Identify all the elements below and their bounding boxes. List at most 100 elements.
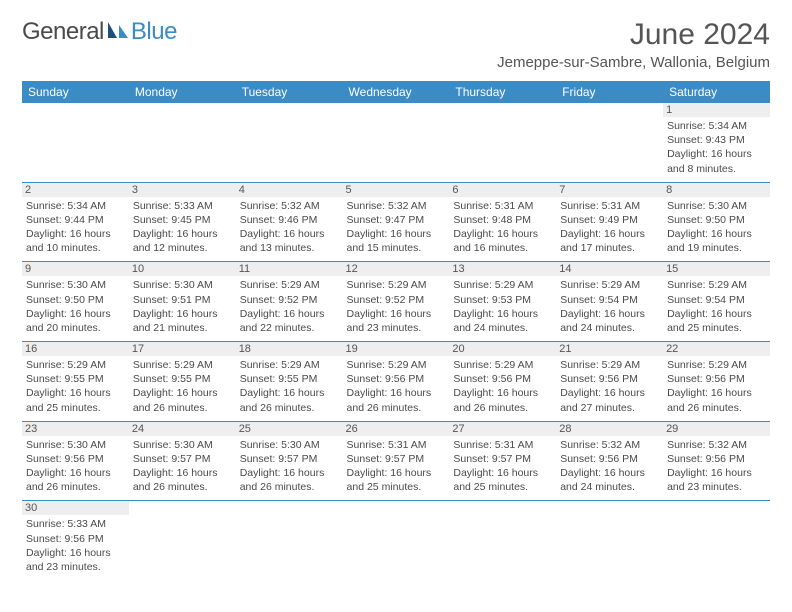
day-number: 15 bbox=[663, 262, 770, 276]
weekday-header: Tuesday bbox=[236, 81, 343, 103]
day-info: Sunrise: 5:34 AMSunset: 9:43 PMDaylight:… bbox=[667, 119, 766, 176]
calendar-cell: 18 Sunrise: 5:29 AMSunset: 9:55 PMDayligh… bbox=[236, 342, 343, 422]
calendar-cell: 24 Sunrise: 5:30 AMSunset: 9:57 PMDayligh… bbox=[129, 421, 236, 501]
day-number: 9 bbox=[22, 262, 129, 276]
day-info: Sunrise: 5:30 AMSunset: 9:57 PMDaylight:… bbox=[240, 438, 339, 495]
day-info: Sunrise: 5:29 AMSunset: 9:56 PMDaylight:… bbox=[453, 358, 552, 415]
calendar-cell: 6 Sunrise: 5:31 AMSunset: 9:48 PMDaylight… bbox=[449, 182, 556, 262]
day-number: 16 bbox=[22, 342, 129, 356]
day-info: Sunrise: 5:29 AMSunset: 9:54 PMDaylight:… bbox=[560, 278, 659, 335]
day-info: Sunrise: 5:29 AMSunset: 9:54 PMDaylight:… bbox=[667, 278, 766, 335]
day-info: Sunrise: 5:29 AMSunset: 9:55 PMDaylight:… bbox=[26, 358, 125, 415]
day-number: 18 bbox=[236, 342, 343, 356]
calendar-week-row: 9 Sunrise: 5:30 AMSunset: 9:50 PMDaylight… bbox=[22, 262, 770, 342]
day-info: Sunrise: 5:33 AMSunset: 9:45 PMDaylight:… bbox=[133, 199, 232, 256]
day-number: 27 bbox=[449, 422, 556, 436]
day-info: Sunrise: 5:32 AMSunset: 9:56 PMDaylight:… bbox=[560, 438, 659, 495]
calendar-cell: 7 Sunrise: 5:31 AMSunset: 9:49 PMDaylight… bbox=[556, 182, 663, 262]
weekday-header: Saturday bbox=[663, 81, 770, 103]
calendar-week-row: 1 Sunrise: 5:34 AMSunset: 9:43 PMDaylight… bbox=[22, 103, 770, 182]
calendar-table: SundayMondayTuesdayWednesdayThursdayFrid… bbox=[22, 81, 770, 580]
day-number: 17 bbox=[129, 342, 236, 356]
day-info: Sunrise: 5:30 AMSunset: 9:51 PMDaylight:… bbox=[133, 278, 232, 335]
day-number: 28 bbox=[556, 422, 663, 436]
calendar-cell: 25Sunrise: 5:30 AMSunset: 9:57 PMDayligh… bbox=[236, 421, 343, 501]
calendar-cell: 12 Sunrise: 5:29 AMSunset: 9:52 PMDayligh… bbox=[343, 262, 450, 342]
calendar-cell: 30 Sunrise: 5:33 AMSunset: 9:56 PMDayligh… bbox=[22, 501, 129, 580]
calendar-cell: 5Sunrise: 5:32 AMSunset: 9:47 PMDaylight… bbox=[343, 182, 450, 262]
day-number: 12 bbox=[343, 262, 450, 276]
day-info: Sunrise: 5:29 AMSunset: 9:52 PMDaylight:… bbox=[240, 278, 339, 335]
day-info: Sunrise: 5:29 AMSunset: 9:55 PMDaylight:… bbox=[240, 358, 339, 415]
calendar-cell: 28 Sunrise: 5:32 AMSunset: 9:56 PMDayligh… bbox=[556, 421, 663, 501]
calendar-cell-empty bbox=[556, 103, 663, 182]
calendar-cell: 22Sunrise: 5:29 AMSunset: 9:56 PMDayligh… bbox=[663, 342, 770, 422]
logo-text-1: General bbox=[22, 18, 104, 46]
calendar-cell: 10 Sunrise: 5:30 AMSunset: 9:51 PMDayligh… bbox=[129, 262, 236, 342]
day-info: Sunrise: 5:29 AMSunset: 9:56 PMDaylight:… bbox=[560, 358, 659, 415]
calendar-cell: 16 Sunrise: 5:29 AMSunset: 9:55 PMDayligh… bbox=[22, 342, 129, 422]
day-number: 19 bbox=[343, 342, 450, 356]
calendar-cell: 1 Sunrise: 5:34 AMSunset: 9:43 PMDaylight… bbox=[663, 103, 770, 182]
calendar-cell: 4 Sunrise: 5:32 AMSunset: 9:46 PMDaylight… bbox=[236, 182, 343, 262]
day-info: Sunrise: 5:32 AMSunset: 9:46 PMDaylight:… bbox=[240, 199, 339, 256]
day-number: 2 bbox=[22, 183, 129, 197]
calendar-cell: 8Sunrise: 5:30 AMSunset: 9:50 PMDaylight… bbox=[663, 182, 770, 262]
calendar-cell: 23Sunrise: 5:30 AMSunset: 9:56 PMDayligh… bbox=[22, 421, 129, 501]
day-number: 23 bbox=[22, 422, 129, 436]
calendar-cell: 21Sunrise: 5:29 AMSunset: 9:56 PMDayligh… bbox=[556, 342, 663, 422]
calendar-cell-empty bbox=[22, 103, 129, 182]
title-block: June 2024 Jemeppe-sur-Sambre, Wallonia, … bbox=[497, 18, 770, 71]
day-number: 10 bbox=[129, 262, 236, 276]
day-info: Sunrise: 5:29 AMSunset: 9:52 PMDaylight:… bbox=[347, 278, 446, 335]
day-info: Sunrise: 5:29 AMSunset: 9:56 PMDaylight:… bbox=[667, 358, 766, 415]
calendar-cell-empty bbox=[556, 501, 663, 580]
day-number: 8 bbox=[663, 183, 770, 197]
day-info: Sunrise: 5:32 AMSunset: 9:47 PMDaylight:… bbox=[347, 199, 446, 256]
weekday-header: Monday bbox=[129, 81, 236, 103]
day-number: 20 bbox=[449, 342, 556, 356]
day-number: 24 bbox=[129, 422, 236, 436]
calendar-cell: 27Sunrise: 5:31 AMSunset: 9:57 PMDayligh… bbox=[449, 421, 556, 501]
day-number: 6 bbox=[449, 183, 556, 197]
calendar-cell: 11Sunrise: 5:29 AMSunset: 9:52 PMDayligh… bbox=[236, 262, 343, 342]
day-info: Sunrise: 5:33 AMSunset: 9:56 PMDaylight:… bbox=[26, 517, 125, 574]
day-info: Sunrise: 5:31 AMSunset: 9:49 PMDaylight:… bbox=[560, 199, 659, 256]
day-info: Sunrise: 5:31 AMSunset: 9:48 PMDaylight:… bbox=[453, 199, 552, 256]
calendar-cell: 13 Sunrise: 5:29 AMSunset: 9:53 PMDayligh… bbox=[449, 262, 556, 342]
day-info: Sunrise: 5:30 AMSunset: 9:50 PMDaylight:… bbox=[26, 278, 125, 335]
day-info: Sunrise: 5:32 AMSunset: 9:56 PMDaylight:… bbox=[667, 438, 766, 495]
day-number: 4 bbox=[236, 183, 343, 197]
calendar-cell: 15 Sunrise: 5:29 AMSunset: 9:54 PMDayligh… bbox=[663, 262, 770, 342]
logo-text-2: Blue bbox=[131, 18, 177, 46]
calendar-cell: 17Sunrise: 5:29 AMSunset: 9:55 PMDayligh… bbox=[129, 342, 236, 422]
weekday-header: Wednesday bbox=[343, 81, 450, 103]
calendar-cell-empty bbox=[343, 501, 450, 580]
day-number: 13 bbox=[449, 262, 556, 276]
calendar-week-row: 23Sunrise: 5:30 AMSunset: 9:56 PMDayligh… bbox=[22, 421, 770, 501]
calendar-cell-empty bbox=[449, 103, 556, 182]
calendar-week-row: 2 Sunrise: 5:34 AMSunset: 9:44 PMDaylight… bbox=[22, 182, 770, 262]
day-number: 7 bbox=[556, 183, 663, 197]
weekday-header: Sunday bbox=[22, 81, 129, 103]
calendar-cell-empty bbox=[236, 501, 343, 580]
calendar-cell: 19Sunrise: 5:29 AMSunset: 9:56 PMDayligh… bbox=[343, 342, 450, 422]
calendar-cell: 9 Sunrise: 5:30 AMSunset: 9:50 PMDaylight… bbox=[22, 262, 129, 342]
day-info: Sunrise: 5:34 AMSunset: 9:44 PMDaylight:… bbox=[26, 199, 125, 256]
day-number: 30 bbox=[22, 501, 129, 515]
calendar-cell: 3 Sunrise: 5:33 AMSunset: 9:45 PMDaylight… bbox=[129, 182, 236, 262]
day-number: 14 bbox=[556, 262, 663, 276]
day-info: Sunrise: 5:29 AMSunset: 9:53 PMDaylight:… bbox=[453, 278, 552, 335]
calendar-week-row: 30 Sunrise: 5:33 AMSunset: 9:56 PMDayligh… bbox=[22, 501, 770, 580]
weekday-header-row: SundayMondayTuesdayWednesdayThursdayFrid… bbox=[22, 81, 770, 103]
day-info: Sunrise: 5:30 AMSunset: 9:57 PMDaylight:… bbox=[133, 438, 232, 495]
logo: General Blue bbox=[22, 18, 177, 46]
day-number: 3 bbox=[129, 183, 236, 197]
calendar-cell-empty bbox=[129, 103, 236, 182]
calendar-cell: 29Sunrise: 5:32 AMSunset: 9:56 PMDayligh… bbox=[663, 421, 770, 501]
calendar-cell-empty bbox=[663, 501, 770, 580]
day-info: Sunrise: 5:31 AMSunset: 9:57 PMDaylight:… bbox=[347, 438, 446, 495]
month-title: June 2024 bbox=[497, 18, 770, 52]
day-number: 1 bbox=[663, 103, 770, 117]
calendar-cell: 26Sunrise: 5:31 AMSunset: 9:57 PMDayligh… bbox=[343, 421, 450, 501]
